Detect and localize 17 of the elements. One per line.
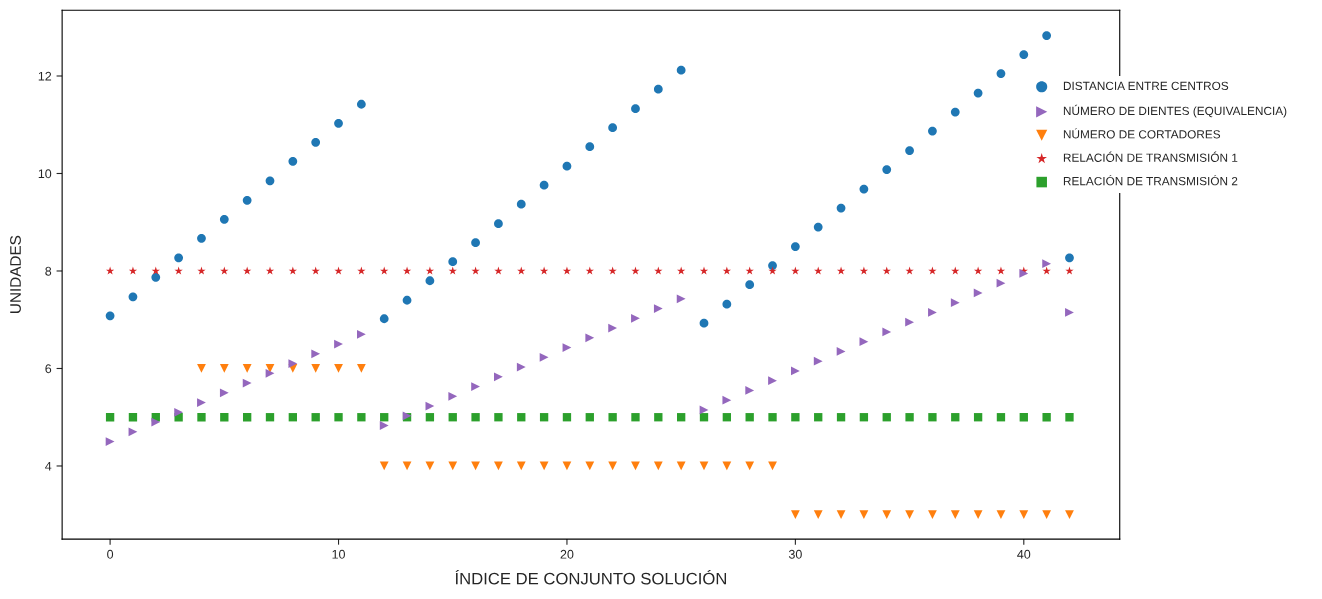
x-tick-label: 30 [788, 549, 802, 559]
x-tick-label: 20 [560, 549, 574, 559]
x-tick-label: 10 [332, 549, 345, 559]
legend-label: RELACIÓN DE TRANSMISIÓN 2 [1063, 174, 1238, 186]
x-axis-title: ÍNDICE DE CONJUNTO SOLUCIÓN [455, 569, 727, 585]
y-tick-label: 4 [45, 461, 52, 471]
y-tick-label: 12 [38, 71, 52, 81]
y-tick-label: 10 [38, 169, 52, 179]
x-tick-label: 40 [1017, 549, 1031, 559]
y-tick-label: 6 [45, 364, 52, 374]
legend-label: NÚMERO DE DIENTES (EQUIVALENCIA) [1063, 104, 1287, 118]
y-axis-title: UNIDADES [10, 235, 21, 313]
legend-label: DISTANCIA ENTRE CENTROS [1063, 81, 1229, 91]
legend-label: NÚMERO DE CORTADORES [1063, 128, 1221, 139]
y-tick-label: 8 [45, 266, 52, 276]
legend-label: RELACIÓN DE TRANSMISIÓN 1 [1063, 151, 1238, 162]
x-tick-label: 0 [107, 549, 114, 559]
